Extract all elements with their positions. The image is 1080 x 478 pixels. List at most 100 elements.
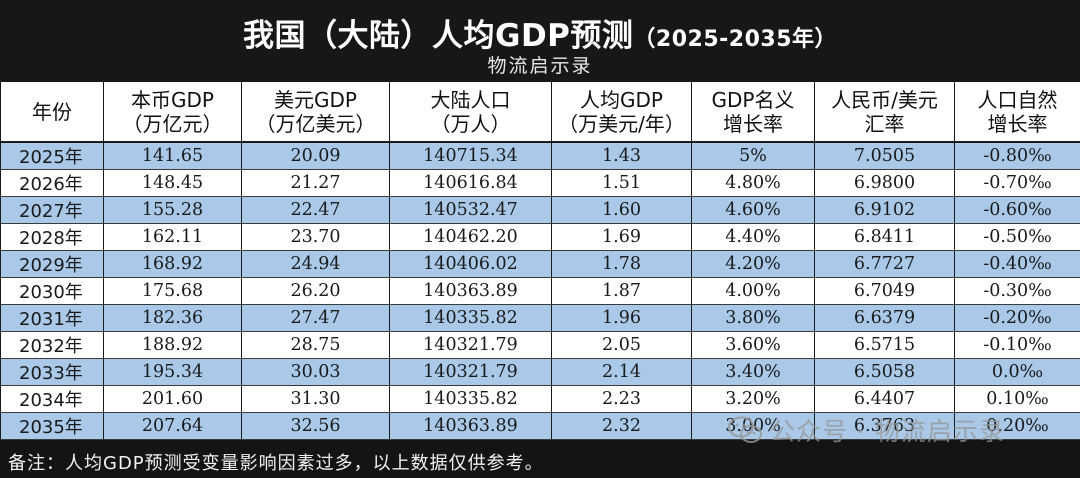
table-row: 2034年 201.60 31.30 140335.82 2.23 3.20% 6.4407…	[0, 385, 1080, 413]
table-row: 2025年 141.65 20.09 140715.34 1.43 5% 7.0505 -0.…	[0, 142, 1080, 170]
table-cell: 1.60	[551, 196, 692, 224]
table-cell: 140321.79	[389, 331, 552, 359]
table-cell: 2.23	[551, 385, 692, 413]
table-cell: 6.5715	[814, 331, 955, 359]
table-cell: 6.4407	[814, 385, 955, 413]
table-cell: -0.60‰	[954, 196, 1080, 224]
table-cell: 6.5058	[814, 358, 955, 386]
table-cell: 148.45	[103, 169, 242, 197]
table-cell: 0.20‰	[954, 412, 1080, 440]
table-row: 2026年 148.45 21.27 140616.84 1.51 4.80% 6.9800…	[0, 169, 1080, 197]
table-cell: 4.00%	[691, 277, 815, 305]
table-cell: 23.70	[241, 223, 390, 251]
table-cell: 3.60%	[691, 331, 815, 359]
column-header: 人均GDP （万美元/年）	[551, 82, 692, 143]
table-cell: 0.0‰	[954, 358, 1080, 386]
column-header-line1: 年份	[32, 99, 72, 124]
column-header: 美元GDP （万亿美元）	[241, 82, 390, 143]
column-header-line2: 增长率	[987, 111, 1048, 136]
table-cell: -0.70‰	[954, 169, 1080, 197]
table-cell: 6.9102	[814, 196, 955, 224]
table-body: 2025年 141.65 20.09 140715.34 1.43 5% 7.0505 -0.…	[0, 142, 1080, 440]
table-cell: 31.30	[241, 385, 390, 413]
table-cell: 4.80%	[691, 169, 815, 197]
table-cell: 168.92	[103, 250, 242, 278]
table-cell: 6.8411	[814, 223, 955, 251]
year-cell: 2030年	[0, 277, 104, 305]
table-row: 2030年 175.68 26.20 140363.89 1.87 4.00% 6.7049…	[0, 277, 1080, 305]
table-cell: 140532.47	[389, 196, 552, 224]
table-cell: 1.78	[551, 250, 692, 278]
column-header-line1: 大陆人口	[430, 87, 511, 112]
title-main: 我国（大陆）人均GDP预测	[243, 18, 634, 54]
table-cell: 1.51	[551, 169, 692, 197]
table-cell: -0.50‰	[954, 223, 1080, 251]
column-header-line1: GDP名义	[711, 87, 795, 112]
column-header: 大陆人口 （万人）	[389, 82, 552, 143]
table-cell: 0.10‰	[954, 385, 1080, 413]
table-cell: 5%	[691, 142, 815, 170]
table-cell: 140462.20	[389, 223, 552, 251]
table-cell: 1.87	[551, 277, 692, 305]
table-row: 2033年 195.34 30.03 140321.79 2.14 3.40% 6.5058…	[0, 358, 1080, 386]
column-header-line1: 美元GDP	[274, 87, 357, 112]
table-cell: 6.3763	[814, 412, 955, 440]
table-cell: -0.20‰	[954, 304, 1080, 332]
table-cell: 140715.34	[389, 142, 552, 170]
table-cell: -0.30‰	[954, 277, 1080, 305]
table-cell: 140321.79	[389, 358, 552, 386]
column-header: 年份	[0, 82, 104, 143]
table-cell: 26.20	[241, 277, 390, 305]
table-cell: 140335.82	[389, 385, 552, 413]
table-cell: 21.27	[241, 169, 390, 197]
table-cell: 175.68	[103, 277, 242, 305]
year-cell: 2027年	[0, 196, 104, 224]
table-cell: 3.20%	[691, 385, 815, 413]
table-cell: 24.94	[241, 250, 390, 278]
column-header: 人民币/美元 汇率	[814, 82, 955, 143]
year-cell: 2026年	[0, 169, 104, 197]
column-header-line1: 人均GDP	[580, 87, 663, 112]
table-cell: 4.20%	[691, 250, 815, 278]
table-cell: 2.05	[551, 331, 692, 359]
wechat-icon	[728, 416, 762, 443]
column-header-line1: 人民币/美元	[831, 87, 938, 112]
table-row: 2028年 162.11 23.70 140462.20 1.69 4.40% 6.8411…	[0, 223, 1080, 251]
table-row: 2031年 182.36 27.47 140335.82 1.96 3.80% 6.6379…	[0, 304, 1080, 332]
table-row: 2035年 207.64 32.56 140363.89 2.32 3.00% 6.3763…	[0, 412, 1080, 440]
table-cell: -0.80‰	[954, 142, 1080, 170]
column-header-line1: 本币GDP	[131, 87, 214, 112]
table-row: 2029年 168.92 24.94 140406.02 1.78 4.20% 6.7727…	[0, 250, 1080, 278]
table-cell: 3.80%	[691, 304, 815, 332]
table-cell: 32.56	[241, 412, 390, 440]
table-cell: 1.43	[551, 142, 692, 170]
table-cell: 6.9800	[814, 169, 955, 197]
column-header: 人口自然 增长率	[954, 82, 1080, 143]
table-cell: -0.10‰	[954, 331, 1080, 359]
year-cell: 2029年	[0, 250, 104, 278]
table-cell: 155.28	[103, 196, 242, 224]
column-header-line1: 人口自然	[977, 87, 1058, 112]
column-header-line2: 汇率	[864, 111, 905, 136]
column-header-line2: （万亿元）	[122, 111, 223, 136]
table-cell: 4.60%	[691, 196, 815, 224]
footnote: 备注：人均GDP预测受变量影响因素过多，以上数据仅供参考。	[8, 453, 544, 474]
column-header: 本币GDP （万亿元）	[103, 82, 242, 143]
column-header-line2: （万美元/年）	[558, 111, 685, 136]
table-cell: 188.92	[103, 331, 242, 359]
table-cell: 7.0505	[814, 142, 955, 170]
table-cell: 140406.02	[389, 250, 552, 278]
table-cell: 27.47	[241, 304, 390, 332]
year-cell: 2032年	[0, 331, 104, 359]
table-cell: 6.7727	[814, 250, 955, 278]
table-cell: 162.11	[103, 223, 242, 251]
table-cell: 140363.89	[389, 412, 552, 440]
year-cell: 2034年	[0, 385, 104, 413]
table-cell: 140363.89	[389, 277, 552, 305]
table-header-row: 年份 本币GDP （万亿元） 美元GDP （万亿美元） 大陆人口 （万人） 人均GDP （万美元…	[0, 82, 1080, 143]
page-subtitle: 物流启示录	[487, 55, 593, 77]
table-cell: 30.03	[241, 358, 390, 386]
year-cell: 2025年	[0, 142, 104, 170]
table-cell: 195.34	[103, 358, 242, 386]
table-cell: 3.40%	[691, 358, 815, 386]
